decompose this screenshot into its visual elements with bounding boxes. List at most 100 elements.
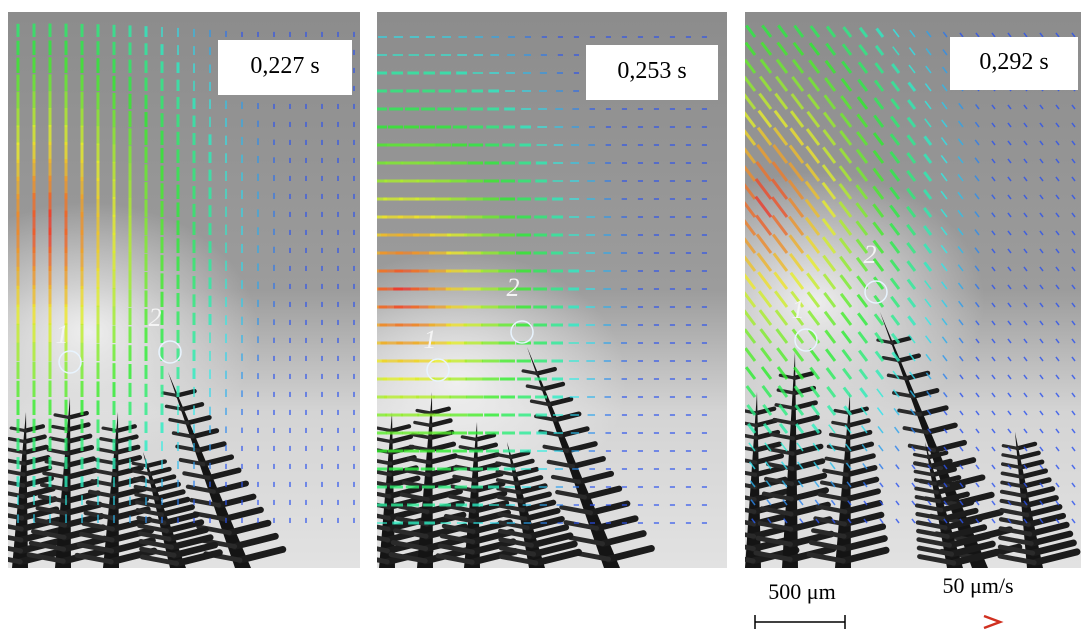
velocity-vector	[923, 189, 933, 200]
velocity-vector	[890, 295, 901, 308]
velocity-vector	[745, 201, 757, 218]
velocity-vector	[755, 160, 773, 182]
velocity-vector	[764, 442, 772, 452]
side-branch	[525, 384, 545, 391]
velocity-vector	[890, 80, 901, 92]
side-branch	[66, 422, 91, 432]
side-branch	[754, 406, 777, 416]
velocity-vector	[893, 407, 900, 416]
velocity-vector	[873, 79, 885, 92]
velocity-vector	[957, 246, 964, 254]
velocity-vector	[1007, 194, 1012, 200]
velocity-arrow-head	[983, 614, 1004, 630]
velocity-vector	[975, 392, 980, 398]
velocity-vector	[1039, 266, 1044, 272]
side-branch	[529, 399, 551, 407]
velocity-vector	[927, 518, 932, 524]
velocity-vector	[813, 480, 820, 488]
velocity-vector	[911, 446, 916, 452]
side-branch	[8, 546, 24, 554]
side-branch	[443, 513, 476, 524]
side-branch	[79, 531, 115, 543]
velocity-vector	[958, 300, 964, 308]
side-branch	[1028, 530, 1074, 547]
velocity-vector	[907, 81, 917, 92]
velocity-vector	[746, 423, 757, 434]
velocity-vector	[975, 410, 980, 416]
velocity-vector	[821, 217, 837, 236]
velocity-vector	[1039, 212, 1044, 218]
side-branch	[817, 492, 848, 502]
velocity-vector	[895, 518, 900, 524]
velocity-vector	[788, 215, 805, 236]
velocity-vector	[1007, 140, 1012, 146]
velocity-vector	[895, 482, 900, 488]
velocity-vector	[991, 410, 996, 416]
velocity-vector	[889, 240, 901, 254]
velocity-vector	[876, 407, 884, 416]
velocity-vector	[759, 58, 773, 74]
velocity-vector	[774, 92, 789, 110]
velocity-vector	[889, 186, 901, 200]
velocity-vector	[1023, 482, 1028, 488]
velocity-vector	[906, 187, 917, 200]
side-branch	[789, 458, 826, 472]
velocity-vector	[877, 425, 884, 434]
velocity-vector	[1055, 248, 1060, 254]
side-branch	[881, 355, 901, 363]
side-branch	[441, 523, 476, 534]
side-branch	[96, 447, 118, 455]
side-branch	[182, 471, 211, 480]
side-branch	[496, 495, 524, 504]
side-branch	[424, 488, 463, 503]
side-branch	[766, 462, 795, 471]
velocity-vector	[991, 356, 996, 362]
side-branch	[915, 511, 946, 521]
velocity-vector	[772, 126, 789, 146]
marker-label: 2	[864, 240, 877, 269]
side-branch	[85, 500, 116, 510]
velocity-vector	[975, 356, 980, 362]
velocity-vector	[959, 410, 964, 416]
velocity-vector	[855, 184, 869, 200]
velocity-vector	[942, 391, 948, 398]
velocity-vector	[924, 298, 932, 308]
velocity-vector	[805, 128, 821, 146]
velocity-vector	[760, 366, 773, 380]
velocity-vector	[1071, 158, 1076, 164]
side-branch	[757, 521, 794, 532]
velocity-vector	[924, 83, 932, 92]
side-branch	[916, 537, 952, 548]
velocity-vector	[808, 59, 821, 74]
velocity-vector	[923, 153, 933, 164]
marker-circle	[58, 350, 82, 374]
panels: 0,227 s 1 2 0,253 s 1 2 0,292 s 1 2	[8, 12, 1081, 568]
side-branch	[132, 469, 152, 476]
velocity-vector	[756, 252, 773, 272]
velocity-vector	[772, 252, 789, 272]
velocity-vector	[1055, 104, 1060, 110]
velocity-vector	[941, 84, 948, 92]
side-branch	[1021, 486, 1056, 499]
side-branch	[768, 447, 795, 456]
side-branch	[924, 422, 958, 436]
side-branch	[498, 528, 532, 539]
velocity-vector	[745, 183, 757, 200]
side-branch	[752, 453, 785, 465]
side-branch	[844, 453, 876, 465]
velocity-vector	[1071, 338, 1076, 344]
velocity-vector	[906, 134, 917, 146]
velocity-vector	[1071, 194, 1076, 200]
time-box	[586, 45, 718, 100]
velocity-vector	[856, 275, 869, 290]
velocity-vector	[1039, 518, 1044, 524]
velocity-vector	[1023, 374, 1028, 380]
velocity-vector	[958, 355, 964, 362]
velocity-vector	[838, 219, 853, 236]
velocity-vector	[787, 197, 805, 218]
side-branch	[1001, 453, 1021, 460]
side-branch	[377, 426, 394, 433]
velocity-vector	[745, 347, 757, 362]
side-branch	[999, 508, 1030, 518]
side-branch	[109, 516, 153, 533]
